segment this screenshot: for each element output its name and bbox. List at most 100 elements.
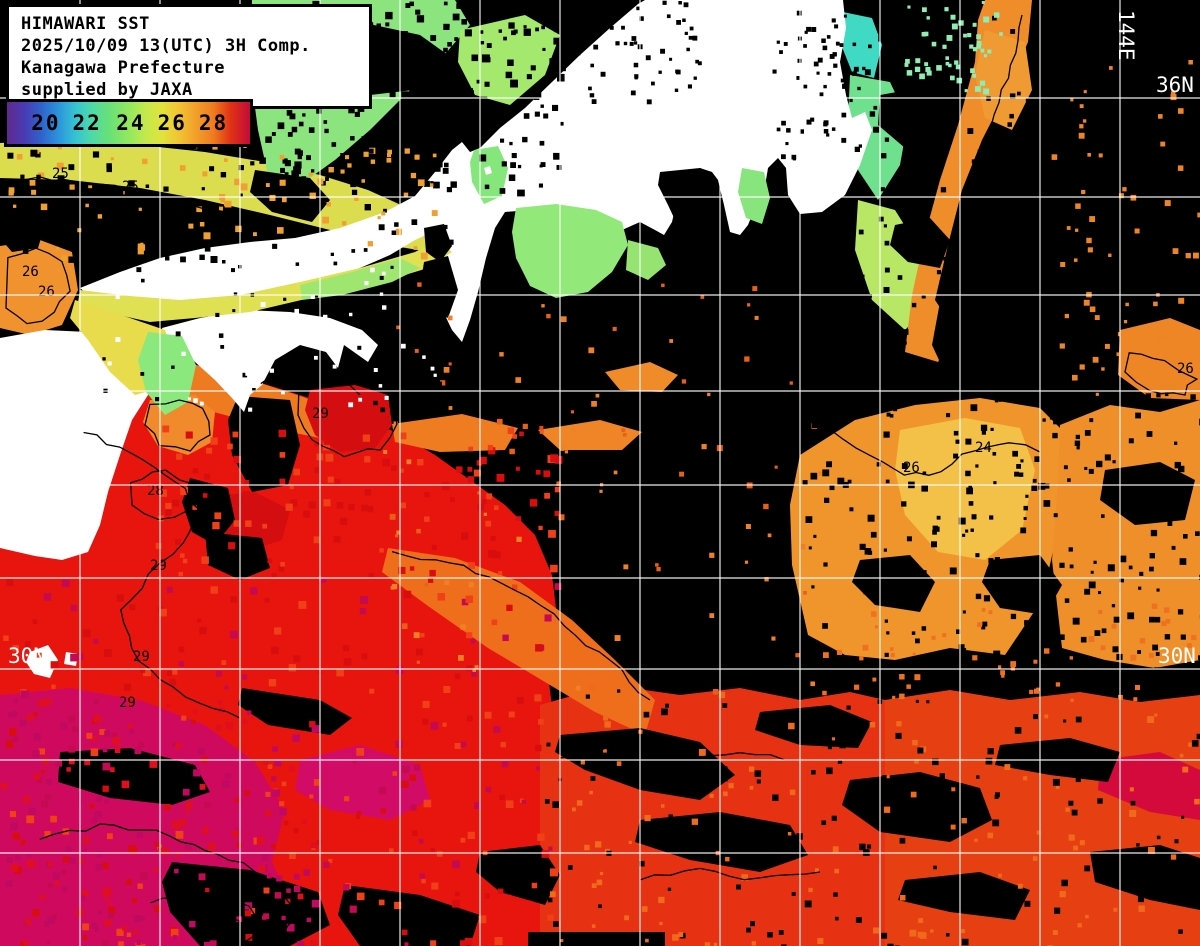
- contour-value-label: 29: [150, 558, 167, 574]
- speckle: [188, 223, 194, 229]
- speckle: [387, 153, 391, 157]
- speckle: [470, 90, 474, 94]
- speckle: [476, 79, 481, 84]
- cloud-south-6: [1090, 845, 1200, 910]
- speckle: [926, 16, 930, 20]
- speckle: [379, 275, 384, 280]
- speckle: [1177, 165, 1184, 171]
- speckle: [343, 658, 352, 666]
- speckle: [474, 665, 479, 669]
- speckle: [722, 775, 728, 782]
- speckle: [272, 789, 280, 797]
- speckle: [867, 514, 875, 522]
- speckle: [205, 887, 210, 893]
- speckle: [881, 153, 887, 159]
- speckle: [953, 453, 958, 459]
- speckle: [57, 145, 62, 150]
- speckle: [484, 893, 490, 899]
- speckle: [515, 377, 522, 383]
- speckle: [283, 297, 287, 301]
- speckle: [217, 146, 223, 153]
- suruga-bay-dark: [658, 168, 712, 240]
- speckle: [901, 501, 907, 507]
- speckle: [822, 45, 828, 51]
- speckle: [867, 550, 873, 555]
- speckle: [354, 111, 360, 117]
- speckle: [283, 820, 289, 826]
- speckle: [966, 185, 971, 191]
- speckle: [395, 534, 399, 538]
- speckle: [437, 108, 444, 115]
- speckle: [994, 795, 999, 799]
- speckle: [423, 799, 432, 808]
- speckle: [826, 133, 830, 137]
- speckle: [811, 585, 815, 589]
- speckle: [362, 434, 370, 442]
- speckle: [311, 169, 315, 173]
- speckle: [43, 593, 52, 601]
- speckle: [166, 586, 173, 593]
- speckle: [605, 6, 609, 11]
- speckle: [244, 480, 250, 485]
- speckle: [225, 368, 231, 374]
- speckle: [340, 169, 345, 174]
- speckle: [1145, 393, 1151, 399]
- speckle: [417, 459, 424, 466]
- speckle: [466, 715, 473, 722]
- speckle: [308, 501, 316, 509]
- speckle: [162, 848, 170, 856]
- speckle: [56, 246, 60, 250]
- speckle: [666, 14, 671, 19]
- speckle: [50, 661, 59, 670]
- speckle: [1027, 295, 1033, 300]
- contour-value-label: 29: [119, 695, 136, 711]
- speckle: [665, 703, 669, 708]
- speckle: [455, 109, 460, 115]
- speckle: [485, 786, 492, 793]
- speckle: [810, 681, 815, 687]
- speckle: [645, 938, 649, 943]
- speckle: [832, 52, 837, 57]
- speckle: [480, 41, 485, 45]
- speckle: [909, 929, 917, 937]
- speckle: [465, 595, 473, 603]
- speckle: [914, 66, 921, 72]
- speckle: [975, 86, 981, 92]
- speckle: [332, 364, 337, 369]
- speckle: [493, 551, 501, 559]
- speckle: [464, 29, 472, 37]
- speckle: [709, 793, 714, 798]
- speckle: [865, 397, 873, 404]
- speckle: [962, 648, 967, 652]
- speckle: [1138, 905, 1145, 912]
- speckle: [617, 13, 622, 18]
- speckle-ne-mint: [904, 1, 1003, 95]
- speckle: [368, 148, 374, 154]
- speckle: [975, 553, 980, 558]
- speckle: [238, 165, 244, 171]
- speckle: [764, 577, 769, 582]
- contour-sw-bottom-2: [150, 890, 272, 946]
- speckle: [265, 810, 272, 817]
- speckle: [1116, 352, 1121, 357]
- speckle: [221, 660, 227, 665]
- speckle: [1000, 670, 1005, 675]
- speckle: [32, 909, 40, 917]
- speckle: [293, 166, 301, 175]
- speckle: [803, 591, 807, 595]
- speckle: [295, 262, 300, 266]
- speckle: [54, 880, 60, 886]
- speckle: [999, 32, 1003, 36]
- speckle: [744, 560, 749, 564]
- speckle: [827, 72, 832, 76]
- speckle: [355, 814, 361, 820]
- speckle: [546, 313, 551, 319]
- speckle: [873, 105, 878, 110]
- speckle: [874, 625, 879, 629]
- speckle: [92, 736, 98, 742]
- speckle: [592, 735, 596, 739]
- speckle: [884, 240, 890, 246]
- speckle: [993, 481, 997, 485]
- speckle: [498, 571, 503, 576]
- speckle: [382, 458, 390, 467]
